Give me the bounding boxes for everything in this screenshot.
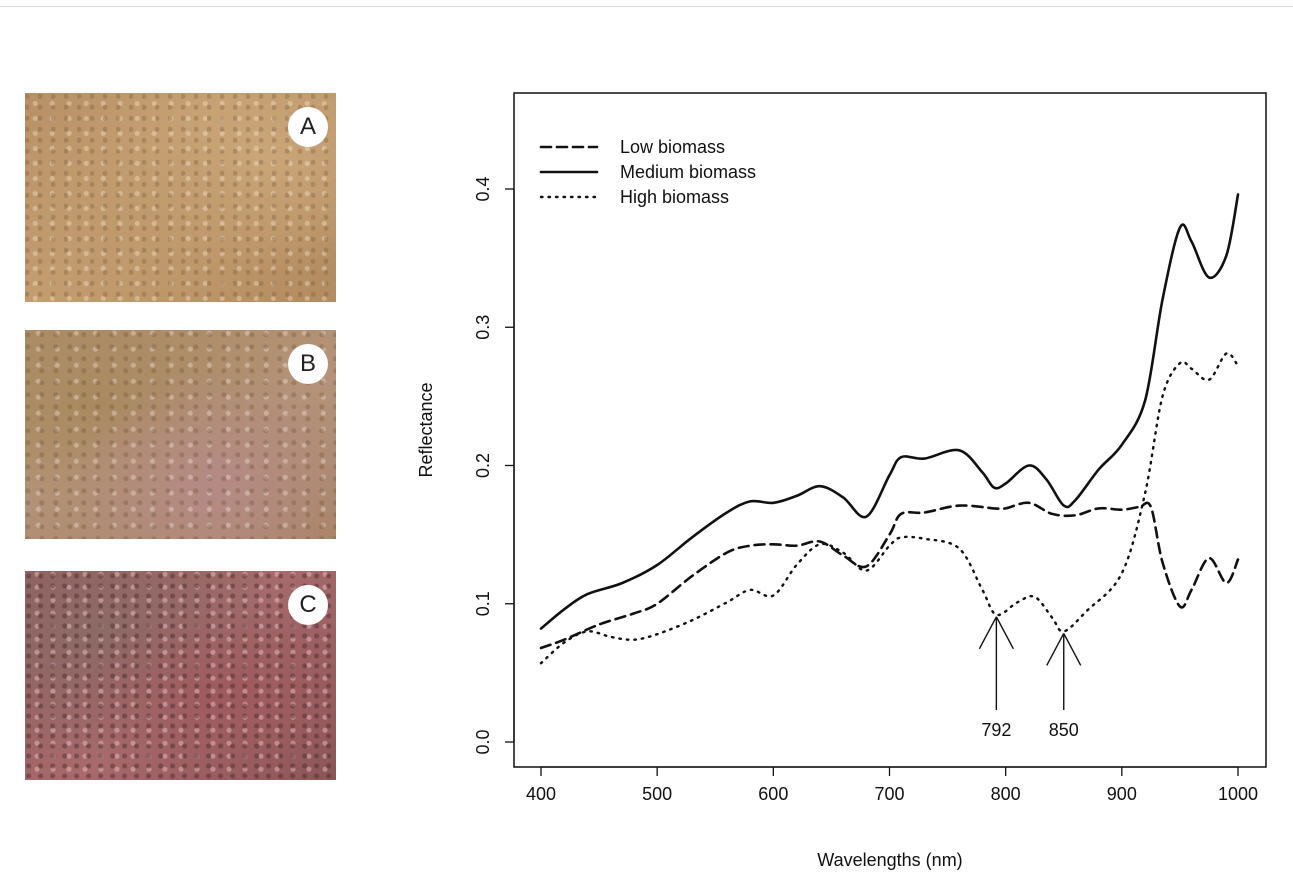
axes-group: 400 500 600 700 800 900 1000 0.0 0.1 0.2 0.3 0.4 <box>473 176 1258 804</box>
series-group <box>539 193 1240 665</box>
annotation-arrow-head-left <box>1046 633 1065 666</box>
legend-label: Low biomass <box>620 137 725 157</box>
x-tick-label: 900 <box>1107 784 1137 804</box>
series-line-high-biomass <box>539 352 1240 665</box>
sample-photo-b: B <box>25 330 336 539</box>
top-border-line <box>0 6 1293 7</box>
annotation-label: 792 <box>981 720 1011 740</box>
y-tick-label: 0.4 <box>473 176 493 201</box>
x-tick-label: 500 <box>642 784 672 804</box>
y-tick-label: 0.3 <box>473 315 493 340</box>
x-tick-label: 600 <box>758 784 788 804</box>
y-tick-label: 0.2 <box>473 453 493 478</box>
sample-photo-c: C <box>25 571 336 780</box>
annotation-arrow-head-right <box>995 616 1014 650</box>
y-tick-label: 0.0 <box>473 729 493 754</box>
annotation-label: 850 <box>1049 720 1079 740</box>
y-tick-label: 0.1 <box>473 591 493 616</box>
x-tick-label: 1000 <box>1218 784 1258 804</box>
panel-label-c: C <box>288 585 328 625</box>
x-tick-label: 400 <box>526 784 556 804</box>
annotations-group: 792 850 <box>978 616 1082 740</box>
legend: Low biomass Medium biomass High biomass <box>539 137 756 207</box>
legend-label: High biomass <box>620 187 729 207</box>
panel-label-b: B <box>288 344 328 384</box>
x-tick-label: 800 <box>991 784 1021 804</box>
x-tick-label: 700 <box>874 784 904 804</box>
annotation-arrow-head-right <box>1063 633 1082 666</box>
panel-label-a: A <box>288 107 328 147</box>
series-line-medium-biomass <box>539 193 1240 630</box>
series-line-low-biomass <box>539 501 1240 650</box>
x-axis-label: Wavelengths (nm) <box>817 850 962 870</box>
annotation-arrow-head-left <box>978 616 997 650</box>
sample-photo-a: A <box>25 93 336 302</box>
legend-label: Medium biomass <box>620 162 756 182</box>
y-axis-label: Reflectance <box>416 382 436 477</box>
